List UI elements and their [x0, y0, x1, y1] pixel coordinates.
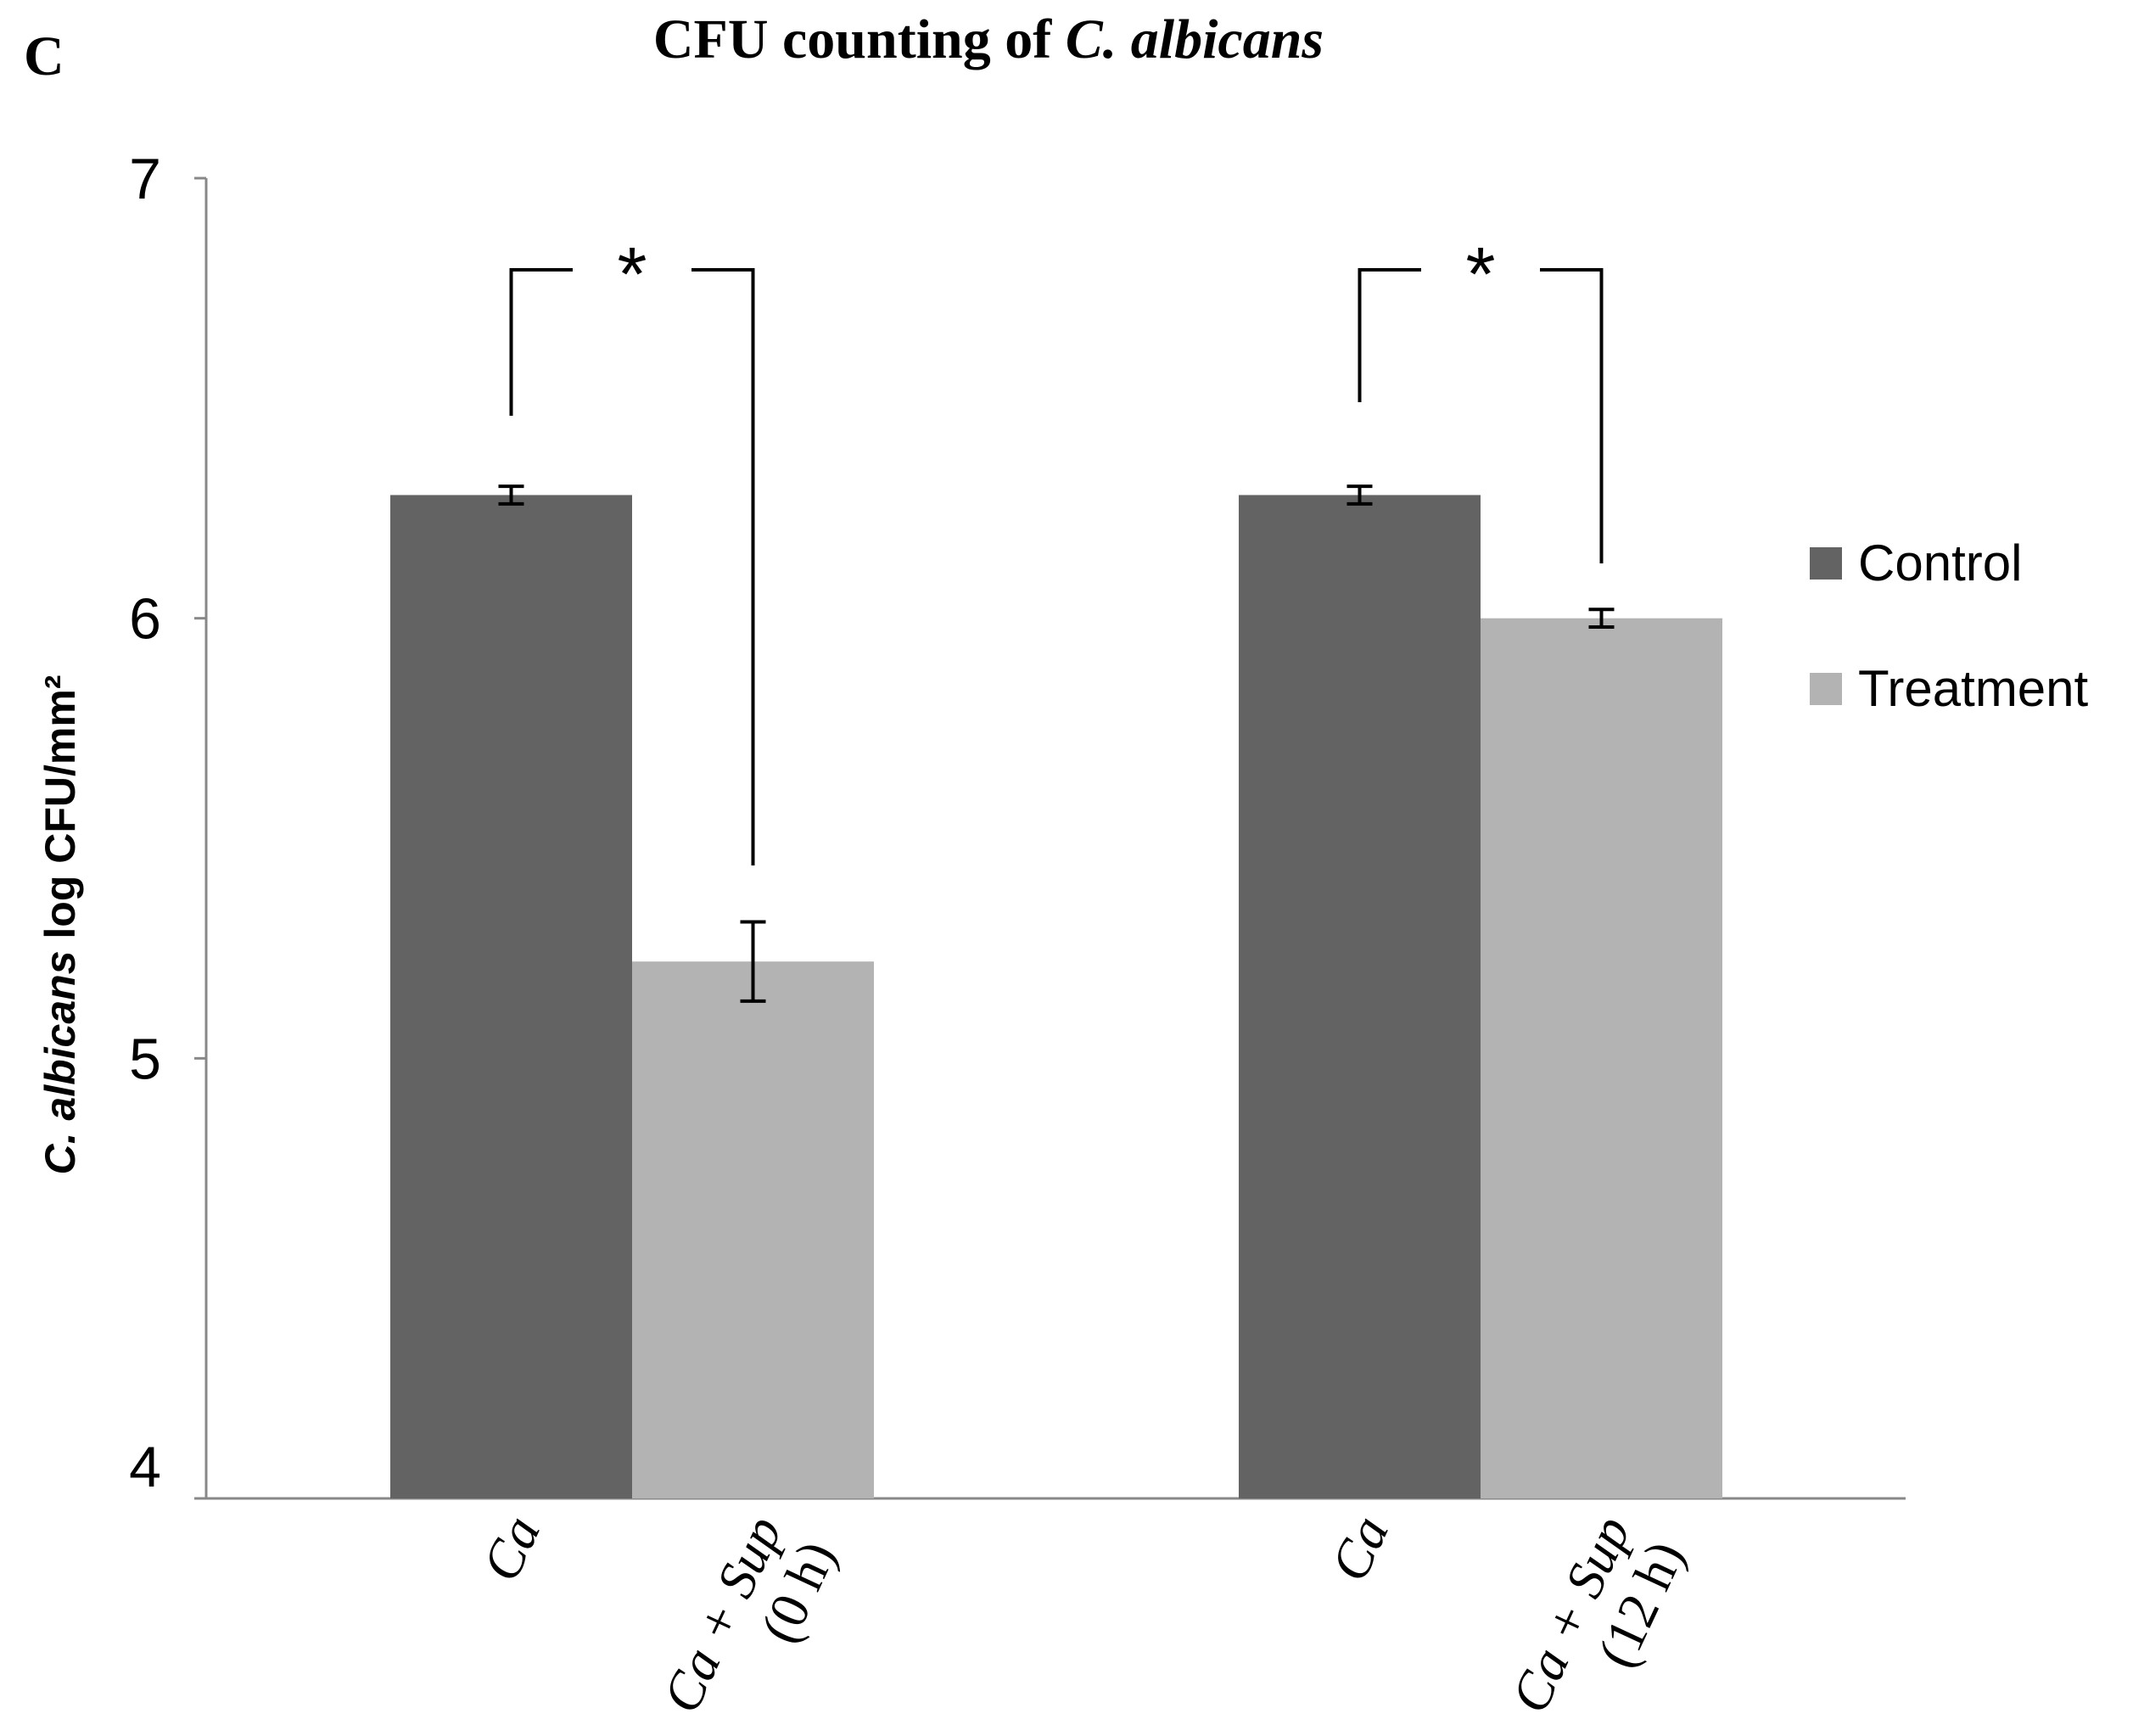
legend-label: Control: [1858, 535, 2022, 591]
x-tick-label: Ca + Sup(12 h): [1499, 1507, 1696, 1736]
significance-bracket: [1540, 268, 1604, 563]
x-tick-label: Ca + Sup(0 h): [651, 1507, 848, 1736]
bar: [1239, 495, 1481, 1499]
significance-star: *: [1465, 232, 1495, 317]
chart-title-main: CFU counting of: [653, 8, 1066, 70]
bar: [1481, 618, 1722, 1498]
significance-star: *: [617, 232, 647, 317]
y-tick-label: 6: [129, 587, 161, 652]
chart-title-italic: C. albicans: [1066, 8, 1324, 70]
chart-title: CFU counting of C. albicans: [653, 8, 1324, 70]
legend-label: Treatment: [1858, 660, 2089, 717]
legend-swatch: [1810, 673, 1842, 705]
y-tick-label: 4: [129, 1435, 161, 1499]
bar: [632, 961, 874, 1498]
plot-area: 4 5 6 7 Ca Ca + Sup(0 h) Ca Ca + Sup(12 h) * *: [129, 147, 1906, 1736]
y-tick-label: 7: [129, 147, 161, 211]
significance-bracket: [1358, 268, 1421, 402]
bar: [390, 495, 632, 1499]
x-tick-label: Ca: [470, 1507, 551, 1590]
significance-bracket: [691, 268, 755, 865]
x-tick-label: Ca: [1318, 1507, 1400, 1590]
y-axis-label-rest: log CFU/mm²: [36, 675, 84, 951]
panel-label: C: [24, 25, 64, 87]
y-axis-label: C. albicans log CFU/mm²: [36, 675, 84, 1175]
legend-swatch: [1810, 547, 1842, 580]
y-tick-label: 5: [129, 1027, 161, 1091]
y-axis-label-italic: C. albicans: [36, 950, 84, 1174]
legend: Control Treatment: [1810, 535, 2089, 717]
significance-bracket: [509, 268, 573, 416]
